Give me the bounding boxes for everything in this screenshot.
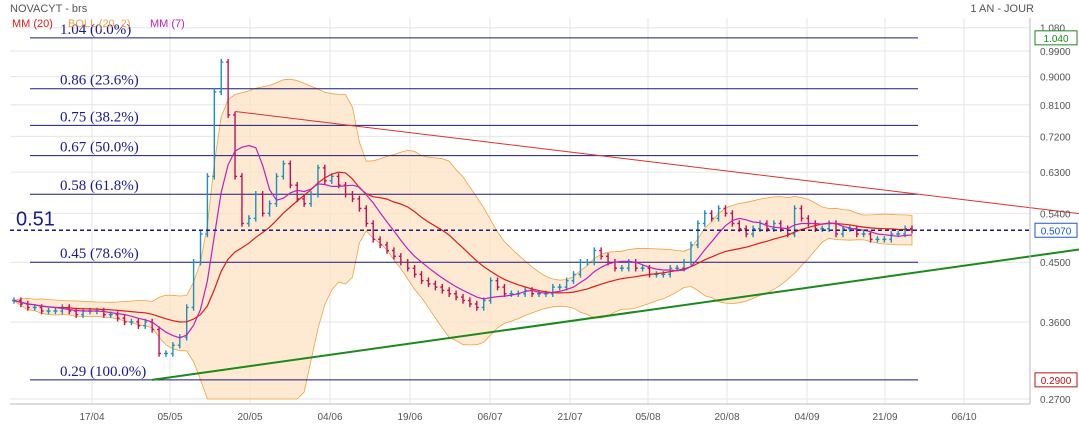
x-tick-label: 05/08 xyxy=(635,412,660,423)
min-marker-text: 0.2900 xyxy=(1041,376,1072,387)
max-marker-text: 1.040 xyxy=(1043,34,1068,45)
fib-label: 0.58 (61.8%) xyxy=(60,178,139,194)
plot-area xyxy=(10,18,1030,404)
max-marker-box xyxy=(1034,30,1078,46)
y-tick-label: 0.8100 xyxy=(1040,101,1071,112)
fib-label: 0.29 (100.0%) xyxy=(60,364,146,380)
y-tick-label: 0.2700 xyxy=(1040,395,1071,406)
fib-label: 0.86 (23.6%) xyxy=(60,73,139,89)
current-price-marker-text: 0.5070 xyxy=(1041,226,1072,237)
x-tick-label: 19/06 xyxy=(397,412,422,423)
x-tick-label: 20/08 xyxy=(714,412,739,423)
x-tick-label: 20/05 xyxy=(237,412,262,423)
legend-mm20[interactable]: MM (20) xyxy=(12,18,53,30)
price-bars xyxy=(12,58,914,357)
price-markers: 0.51 1.040 0.5070 0.2900 xyxy=(10,30,1078,388)
x-tick-label: 21/09 xyxy=(872,412,897,423)
y-tick-label: 0.3600 xyxy=(1040,318,1071,329)
y-tick-label: 0.6300 xyxy=(1040,168,1071,179)
y-tick-label: 0.9000 xyxy=(1040,73,1071,84)
fib-label: 0.67 (50.0%) xyxy=(60,140,139,156)
y-tick-label: 0.5400 xyxy=(1040,209,1071,220)
x-tick-label: 21/07 xyxy=(557,412,582,423)
y-axis: 1.080 0.9900 0.9000 0.8100 0.7200 0.6300 0.540… xyxy=(1029,18,1071,406)
y-tick-label: 0.9900 xyxy=(1040,47,1071,58)
fib-label: 0.75 (38.2%) xyxy=(60,109,139,125)
trend-lines xyxy=(152,110,1079,381)
legend-boll[interactable]: BOLL (20, 2) xyxy=(68,18,131,30)
chart-period: 1 AN - JOUR xyxy=(970,3,1034,15)
x-tick-label: 17/04 xyxy=(79,412,104,423)
fib-label: 0.45 (78.6%) xyxy=(60,246,139,262)
y-tick-label: 0.4500 xyxy=(1040,258,1071,269)
fibonacci-levels: 1.04 (0.0%) 0.86 (23.6%) 0.75 (38.2%) 0.67 … xyxy=(30,22,918,381)
y-tick-label: 1.080 xyxy=(1040,24,1065,35)
x-tick-label: 06/10 xyxy=(951,412,976,423)
current-level-label: 0.51 xyxy=(16,208,55,230)
ma7-line xyxy=(13,144,913,339)
ma20-line xyxy=(13,171,913,323)
trend-resistance xyxy=(234,110,1079,215)
x-tick-label: 04/09 xyxy=(794,412,819,423)
moving-averages xyxy=(13,144,913,339)
x-tick-label: 06/07 xyxy=(477,412,502,423)
chart-title: NOVACYT - brs xyxy=(10,3,88,15)
x-axis: 17/04 05/05 20/05 04/06 19/06 06/07 21/07 05/08… xyxy=(10,403,1030,423)
fib-label: 1.04 (0.0%) xyxy=(60,22,131,38)
x-tick-label: 04/06 xyxy=(317,412,342,423)
min-marker-box xyxy=(1034,372,1078,388)
legend-mm7[interactable]: MM (7) xyxy=(150,18,185,30)
x-tick-label: 05/05 xyxy=(157,412,182,423)
trend-support xyxy=(152,248,1079,381)
y-tick-label: 0.7200 xyxy=(1040,132,1071,143)
current-price-marker-box xyxy=(1034,222,1078,238)
